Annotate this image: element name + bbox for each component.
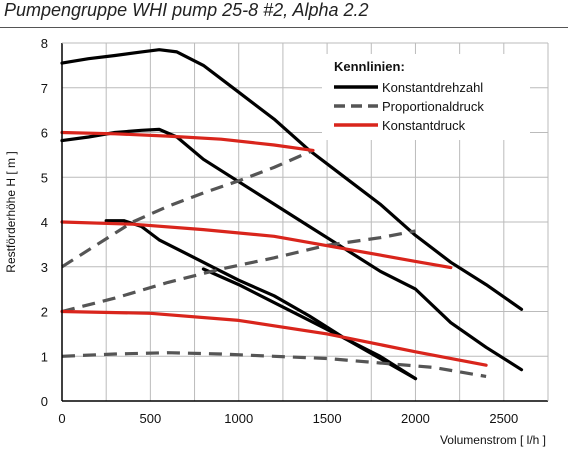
y-tick-label: 4 — [41, 215, 48, 230]
y-tick-label: 6 — [41, 126, 48, 141]
y-axis-label: Restförderhöhe H [ m ] — [4, 151, 18, 272]
series-line-konstantdrehzahl — [60, 48, 524, 311]
tick-labels: 0 500 1000 1500 2000 2500 0 1 2 3 4 5 6 7 8 — [41, 36, 519, 426]
series-line-konstantdrehzahl — [60, 127, 524, 372]
y-tick-label: 7 — [41, 81, 48, 96]
title-divider — [0, 27, 568, 28]
y-tick-label: 5 — [41, 170, 48, 185]
legend-entry-proportionaldruck: Proportionaldruck — [382, 99, 484, 114]
series-line-konstantdruck — [60, 220, 453, 270]
x-tick-label: 2500 — [489, 411, 518, 426]
series-line-proportionaldruck — [61, 351, 487, 378]
x-axis-label: Volumenstrom [ l/h ] — [440, 433, 546, 447]
y-tick-label: 0 — [41, 394, 48, 409]
series-line-proportionaldruck — [61, 229, 416, 314]
legend-entry-konstantdruck: Konstantdruck — [382, 118, 466, 133]
chart-title: Pumpengruppe WHI pump 25-8 #2, Alpha 2.2 — [4, 0, 369, 20]
x-tick-label: 1500 — [313, 411, 342, 426]
legend-entry-konstantdrehzahl: Konstantdrehzahl — [382, 80, 483, 95]
plot-frame — [61, 42, 549, 402]
series-line-konstantdrehzahl — [201, 267, 418, 381]
axis-labels: Volumenstrom [ l/h ] Restförderhöhe H [ m… — [4, 151, 546, 447]
x-tick-label: 2000 — [401, 411, 430, 426]
x-tick-label: 1000 — [224, 411, 253, 426]
x-tick-label: 0 — [58, 411, 65, 426]
series-line-konstantdruck — [60, 309, 488, 367]
y-tick-label: 3 — [41, 260, 48, 275]
y-tick-label: 8 — [41, 36, 48, 51]
series-lines — [60, 48, 524, 381]
x-tick-label: 500 — [140, 411, 162, 426]
series-line-konstantdruck — [60, 130, 315, 152]
legend: Kennlinien: Konstantdrehzahl Proportionald… — [322, 54, 530, 140]
legend-title: Kennlinien: — [334, 59, 405, 74]
series-line-proportionaldruck — [61, 148, 314, 269]
y-tick-label: 2 — [41, 305, 48, 320]
y-tick-label: 1 — [41, 349, 48, 364]
